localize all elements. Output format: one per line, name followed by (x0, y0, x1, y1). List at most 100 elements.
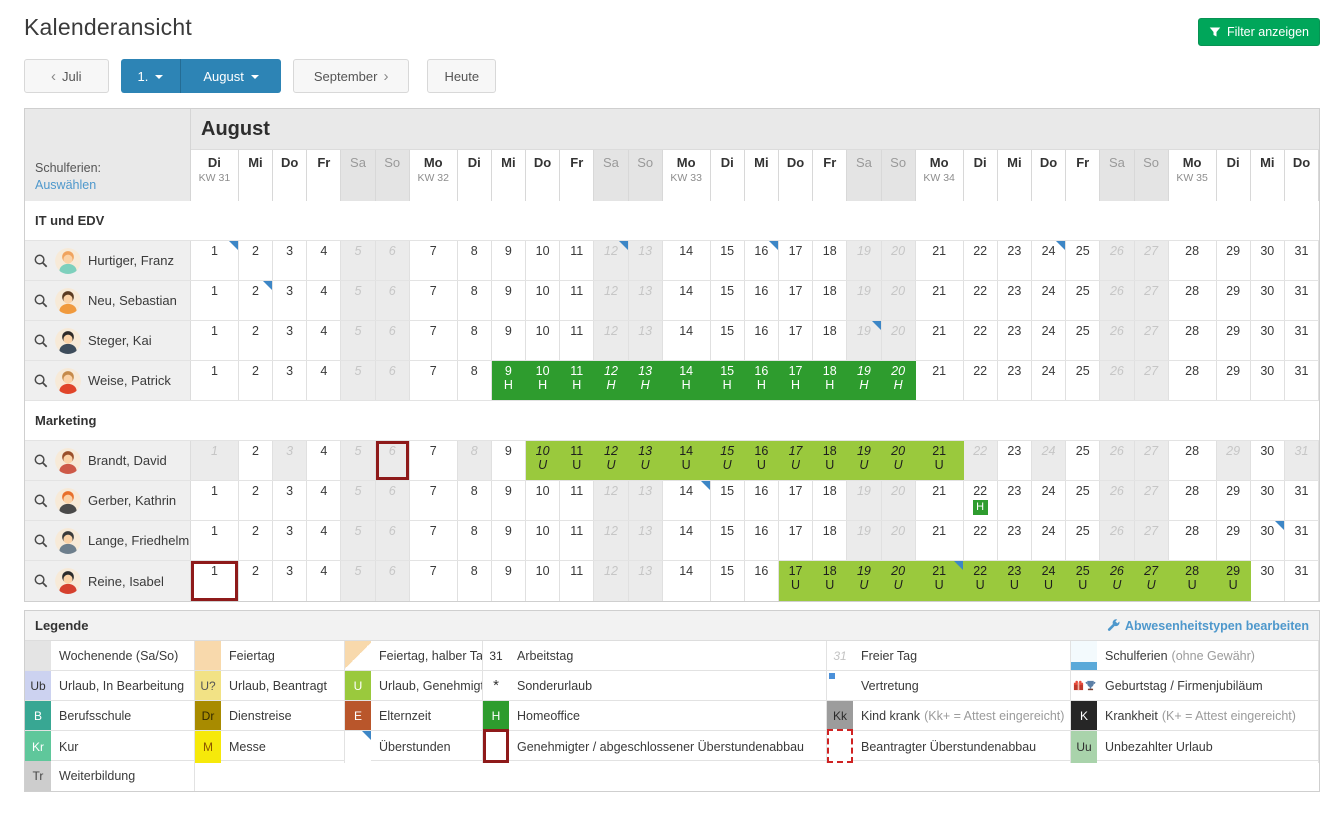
day-cell[interactable]: 22 (963, 521, 998, 560)
day-cell[interactable]: 31 (1284, 521, 1320, 560)
day-cell[interactable]: 19 (847, 521, 882, 560)
day-cell[interactable]: 9 (491, 561, 526, 601)
day-cell[interactable]: 21 (915, 321, 964, 360)
day-cell[interactable]: 8 (457, 241, 492, 280)
day-cell[interactable]: 5 (341, 321, 376, 360)
day-cell[interactable]: 25 U (1066, 561, 1101, 601)
day-cell[interactable]: 16 (744, 481, 779, 520)
next-month-button[interactable]: September › (292, 59, 410, 93)
day-cell[interactable]: 9 (491, 241, 526, 280)
day-cell[interactable]: 21 (915, 361, 964, 400)
day-cell[interactable]: 10 (526, 481, 561, 520)
day-cell[interactable]: 16 (744, 281, 779, 320)
day-cell[interactable]: 18 U (813, 561, 848, 601)
day-cell[interactable]: 2 (238, 561, 274, 601)
day-cell[interactable]: 21 (915, 521, 964, 560)
day-cell[interactable]: 28 (1168, 521, 1217, 560)
day-cell[interactable]: 2 (238, 281, 274, 320)
day-cell[interactable]: 2 (238, 441, 274, 480)
day-cell[interactable]: 5 (341, 481, 376, 520)
day-cell[interactable]: 6 (375, 241, 410, 280)
day-cell[interactable]: 8 (457, 281, 492, 320)
day-cell[interactable]: 17 (778, 481, 814, 520)
day-cell[interactable]: 20 (881, 241, 916, 280)
member-row-label[interactable]: Brandt, David (25, 441, 191, 480)
day-cell[interactable]: 9 (491, 321, 526, 360)
day-cell[interactable]: 5 (341, 561, 376, 601)
day-cell[interactable]: 27 (1134, 321, 1169, 360)
day-cell[interactable]: 20 (881, 281, 916, 320)
day-cell[interactable]: 16 U (744, 441, 779, 480)
day-cell[interactable]: 30 (1250, 561, 1285, 601)
day-cell[interactable]: 30 (1250, 521, 1285, 560)
day-cell[interactable]: 3 (273, 361, 308, 400)
member-row-label[interactable]: Lange, Friedhelm (25, 521, 191, 560)
day-cell[interactable]: 4 (307, 361, 342, 400)
day-cell[interactable]: 14 (662, 561, 711, 601)
day-cell[interactable]: 13 (628, 521, 663, 560)
day-cell[interactable]: 20 (881, 521, 916, 560)
day-cell[interactable]: 20 (881, 481, 916, 520)
day-cell[interactable]: 20 H (881, 361, 916, 400)
day-cell[interactable]: 13 (628, 321, 663, 360)
day-cell[interactable]: 18 (813, 321, 848, 360)
day-cell[interactable]: 23 (997, 321, 1032, 360)
day-cell[interactable]: 3 (273, 521, 308, 560)
member-row-label[interactable]: Gerber, Kathrin (25, 481, 191, 520)
day-cell[interactable]: 11 (560, 321, 595, 360)
day-cell[interactable]: 7 (409, 481, 458, 520)
day-cell[interactable]: 12 (594, 241, 629, 280)
day-cell[interactable]: 11 (560, 481, 595, 520)
day-cell[interactable]: 12 (594, 481, 629, 520)
day-cell[interactable]: 25 (1066, 441, 1101, 480)
day-cell[interactable]: 15 (710, 321, 745, 360)
day-cell[interactable]: 18 (813, 241, 848, 280)
day-cell[interactable]: 18 U (813, 441, 848, 480)
day-cell[interactable]: 26 (1100, 521, 1135, 560)
day-cell[interactable]: 22 H (963, 481, 998, 520)
day-cell[interactable]: 28 (1168, 241, 1217, 280)
day-cell[interactable]: 17 (778, 321, 814, 360)
day-cell[interactable]: 1 (191, 561, 239, 601)
day-cell[interactable]: 25 (1066, 241, 1101, 280)
day-cell[interactable]: 31 (1284, 561, 1320, 601)
day-cell[interactable]: 22 (963, 321, 998, 360)
day-cell[interactable]: 7 (409, 521, 458, 560)
day-cell[interactable]: 4 (307, 481, 342, 520)
day-cell[interactable]: 13 H (628, 361, 663, 400)
day-cell[interactable]: 18 (813, 281, 848, 320)
member-row-label[interactable]: Reine, Isabel (25, 561, 191, 601)
day-cell[interactable]: 1 (191, 441, 239, 480)
day-cell[interactable]: 14 H (662, 361, 711, 400)
day-cell[interactable]: 3 (273, 481, 308, 520)
day-cell[interactable]: 15 (710, 521, 745, 560)
day-cell[interactable]: 28 (1168, 441, 1217, 480)
month-select-button[interactable]: August (180, 59, 281, 93)
day-cell[interactable]: 15 (710, 561, 745, 601)
day-cell[interactable]: 20 U (881, 441, 916, 480)
day-cell[interactable]: 24 (1031, 441, 1067, 480)
member-row-label[interactable]: Weise, Patrick (25, 361, 191, 400)
day-cell[interactable]: 5 (341, 241, 376, 280)
day-cell[interactable]: 4 (307, 281, 342, 320)
day-cell[interactable]: 27 (1134, 441, 1169, 480)
day-cell[interactable]: 14 (662, 481, 711, 520)
day-cell[interactable]: 26 (1100, 481, 1135, 520)
day-cell[interactable]: 24 (1031, 481, 1067, 520)
edit-absence-types-link[interactable]: Abwesenheitstypen bearbeiten (1107, 619, 1309, 633)
day-cell[interactable]: 11 (560, 241, 595, 280)
day-cell[interactable]: 14 (662, 321, 711, 360)
day-cell[interactable]: 19 U (847, 561, 882, 601)
day-cell[interactable]: 17 H (778, 361, 814, 400)
day-cell[interactable]: 1 (191, 321, 239, 360)
day-cell[interactable]: 21 U (915, 561, 964, 601)
day-cell[interactable]: 13 (628, 281, 663, 320)
day-cell[interactable]: 6 (375, 521, 410, 560)
day-cell[interactable]: 25 (1066, 361, 1101, 400)
day-cell[interactable]: 13 (628, 561, 663, 601)
day-cell[interactable]: 19 (847, 481, 882, 520)
day-cell[interactable]: 17 (778, 521, 814, 560)
day-cell[interactable]: 30 (1250, 361, 1285, 400)
day-cell[interactable]: 17 (778, 281, 814, 320)
day-cell[interactable]: 4 (307, 561, 342, 601)
